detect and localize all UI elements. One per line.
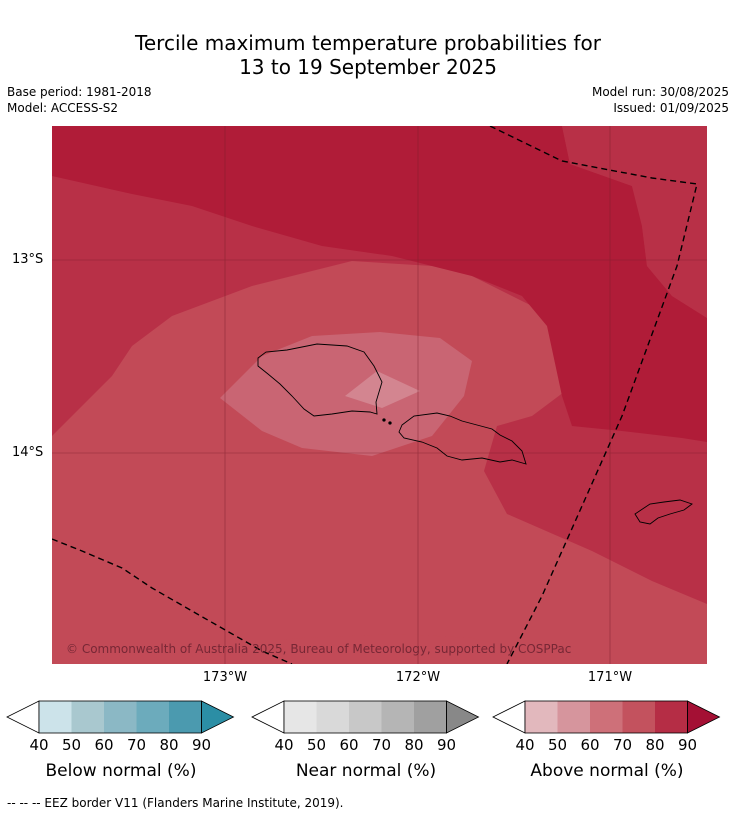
- below-normal-segment: [39, 701, 72, 733]
- above-normal-tick-label: 40: [515, 736, 534, 754]
- below-normal-segment: [136, 701, 169, 733]
- below-normal-tick-label: 40: [29, 736, 48, 754]
- category-40-50-region: [345, 371, 420, 408]
- tutuila-island: [634, 499, 693, 525]
- map-panel: © Commonwealth of Australia 2025, Bureau…: [52, 126, 707, 664]
- lon-label-172w: 172°W: [395, 670, 441, 685]
- manono-islet: [388, 421, 392, 425]
- apolima-islet: [382, 418, 386, 422]
- below-normal-segment: [71, 701, 104, 733]
- above-normal-outline: [524, 700, 688, 734]
- near-normal-label: Near normal (%): [295, 761, 437, 781]
- below-normal-tick-label: 80: [159, 736, 178, 754]
- category-70-80-corner: [562, 126, 707, 318]
- below-normal-segment: [169, 701, 202, 733]
- below-normal-label: Below normal (%): [45, 761, 197, 781]
- near-normal-segment: [316, 701, 349, 733]
- issued-date: Issued: 01/09/2025: [613, 101, 729, 115]
- near-normal-colorbar: 40 50 60 70 80 90: [251, 700, 480, 754]
- above-normal-label: Above normal (%): [530, 761, 684, 781]
- below-normal-tick-label: 90: [192, 736, 211, 754]
- above-normal-tick-label: 90: [678, 736, 697, 754]
- near-normal-tick-label: 90: [437, 736, 456, 754]
- near-normal-segment: [414, 701, 447, 733]
- above-normal-tick-label: 50: [548, 736, 567, 754]
- eez-border: [52, 126, 698, 664]
- near-normal-outline: [283, 700, 447, 734]
- below-normal-colorbar: 40 50 60 70 80 90: [6, 700, 235, 754]
- near-normal-tick-label: 40: [274, 736, 293, 754]
- below-normal-tick-label: 70: [127, 736, 146, 754]
- above-normal-segment: [655, 701, 688, 733]
- category-80-90-region: [52, 126, 707, 442]
- above-normal-segment: [590, 701, 623, 733]
- category-50-60-region: [220, 332, 472, 456]
- below-normal-tick-label: 60: [94, 736, 113, 754]
- near-normal-segment: [381, 701, 414, 733]
- near-normal-tick-label: 80: [404, 736, 423, 754]
- near-normal-tick-label: 50: [307, 736, 326, 754]
- colorbars: 40 50 60 70 80 90 40 50 60 70 80 90 40 50 60 70 80 90: [6, 700, 721, 754]
- below-normal-low-arrow: [6, 700, 40, 734]
- copyright-text: © Commonwealth of Australia 2025, Bureau…: [66, 642, 571, 656]
- probability-map: © Commonwealth of Australia 2025, Bureau…: [52, 126, 707, 664]
- upolu-island: [398, 412, 527, 465]
- below-normal-high-arrow: [201, 700, 235, 734]
- above-normal-segment: [557, 701, 590, 733]
- above-normal-colorbar: 40 50 60 70 80 90: [492, 700, 721, 754]
- coastlines: [257, 343, 693, 525]
- lat-label-14s: 14°S: [12, 445, 44, 460]
- above-normal-high-arrow: [687, 700, 721, 734]
- above-normal-segment: [622, 701, 655, 733]
- lon-label-173w: 173°W: [202, 670, 248, 685]
- eez-footnote: -- -- -- EEZ border V11 (Flanders Marine…: [7, 796, 344, 810]
- chart-title-line2: 13 to 19 September 2025: [239, 55, 497, 79]
- model-name: Model: ACCESS-S2: [7, 101, 119, 115]
- near-normal-segment: [284, 701, 317, 733]
- below-normal-tick-label: 50: [62, 736, 81, 754]
- graticule: [52, 126, 707, 664]
- above-normal-segment: [525, 701, 558, 733]
- lat-label-13s: 13°S: [12, 252, 44, 267]
- model-run: Model run: 30/08/2025: [591, 85, 729, 99]
- below-normal-segment: [104, 701, 137, 733]
- savaii-island: [257, 343, 383, 417]
- lon-label-171w: 171°W: [587, 670, 633, 685]
- below-normal-outline: [38, 700, 202, 734]
- base-period: Base period: 1981-2018: [7, 85, 152, 99]
- near-normal-segment: [349, 701, 382, 733]
- category-60-70-bottom-region: [172, 634, 522, 664]
- above-normal-tick-label: 80: [645, 736, 664, 754]
- chart-title-line1: Tercile maximum temperature probabilitie…: [135, 31, 601, 55]
- above-normal-low-arrow: [492, 700, 526, 734]
- near-normal-tick-label: 70: [372, 736, 391, 754]
- near-normal-high-arrow: [446, 700, 480, 734]
- near-normal-tick-label: 60: [339, 736, 358, 754]
- near-normal-low-arrow: [251, 700, 285, 734]
- above-normal-tick-label: 70: [613, 736, 632, 754]
- above-normal-tick-label: 60: [580, 736, 599, 754]
